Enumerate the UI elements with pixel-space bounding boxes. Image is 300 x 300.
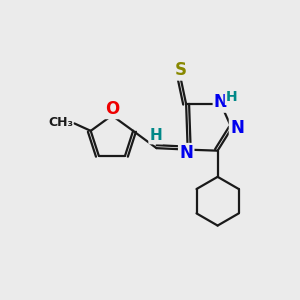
Text: H: H (226, 90, 237, 104)
Text: N: N (230, 119, 244, 137)
Text: S: S (175, 61, 187, 80)
Text: N: N (179, 144, 193, 162)
Text: H: H (149, 128, 162, 143)
Text: N: N (214, 94, 228, 112)
Text: O: O (105, 100, 119, 118)
Text: CH₃: CH₃ (48, 116, 73, 129)
